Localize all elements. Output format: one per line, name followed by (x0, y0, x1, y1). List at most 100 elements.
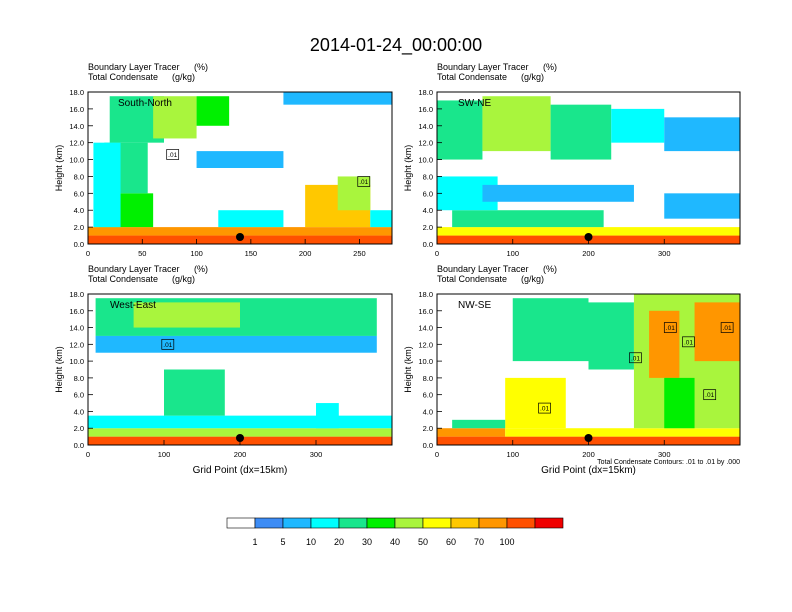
colorbar-swatch (450, 517, 480, 529)
y-tick-label: 10.0 (418, 156, 433, 165)
x-tick-label: 0 (86, 249, 90, 258)
panel-title-line2: Total Condensate (437, 72, 507, 82)
colorbar-label: 20 (334, 537, 344, 547)
colorbar-swatch (338, 517, 368, 529)
x-tick-label: 300 (658, 450, 671, 459)
y-tick-label: 4.0 (74, 206, 84, 215)
y-tick-label: 14.0 (69, 122, 84, 131)
colorbar-label: 40 (390, 537, 400, 547)
location-marker (236, 434, 244, 442)
y-tick-label: 16.0 (69, 105, 84, 114)
y-tick-label: 0.0 (423, 240, 433, 249)
y-tick-label: 10.0 (69, 357, 84, 366)
panel-title-line2: Total Condensate (437, 274, 507, 284)
y-axis-label: Height (km) (54, 346, 64, 393)
tracer-cell (153, 96, 197, 139)
tracer-cell (550, 104, 612, 160)
colorbar: 1 5 10 20 30 40 50 60 70 100 (226, 517, 564, 547)
panel-title-line2-unit: (g/kg) (172, 72, 195, 82)
y-tick-label: 6.0 (423, 189, 433, 198)
colorbar-swatch (282, 517, 312, 529)
colorbar-swatch (506, 517, 536, 529)
x-axis-label: Grid Point (dx=15km) (541, 465, 636, 476)
y-tick-label: 8.0 (74, 172, 84, 181)
panel-field (437, 96, 740, 244)
tracer-cell (283, 92, 392, 105)
x-tick-label: 200 (582, 450, 595, 459)
contour-label-box (663, 322, 677, 333)
tracer-cell (337, 176, 371, 211)
contour-label-box (703, 389, 717, 401)
panel-title-line1-unit: (%) (543, 264, 557, 274)
colorbar-label: 10 (306, 537, 316, 547)
tracer-cell (196, 96, 230, 126)
y-tick-label: 8.0 (423, 374, 433, 383)
x-tick-label: 100 (158, 450, 171, 459)
y-tick-label: 6.0 (423, 391, 433, 400)
colorbar-label: 5 (280, 537, 285, 547)
y-tick-label: 0.0 (423, 441, 433, 450)
x-tick-label: 50 (138, 249, 146, 258)
contour-label: .01 (631, 355, 640, 362)
panel-title-line2-unit: (g/kg) (172, 274, 195, 284)
panel-title-line1: Boundary Layer Tracer (437, 62, 529, 72)
panel-title-line1-unit: (%) (194, 62, 208, 72)
contour-label: .01 (666, 325, 675, 332)
tracer-cell (588, 302, 634, 370)
y-tick-label: 12.0 (418, 139, 433, 148)
panel-title-line1: Boundary Layer Tracer (88, 264, 180, 274)
panel-title-line1: Boundary Layer Tracer (88, 62, 180, 72)
panel-title-line1-unit: (%) (543, 62, 557, 72)
tracer-cell (437, 227, 740, 236)
panel-direction-label: SW-NE (458, 98, 491, 109)
panel-direction-label: South-North (118, 98, 172, 109)
y-tick-label: 0.0 (74, 441, 84, 450)
y-axis-label: Height (km) (54, 145, 64, 192)
y-axis-label: Height (km) (403, 145, 413, 192)
y-tick-label: 10.0 (69, 156, 84, 165)
y-tick-label: 2.0 (423, 223, 433, 232)
y-tick-label: 2.0 (74, 223, 84, 232)
colorbar-swatch (478, 517, 508, 529)
x-tick-label: 100 (506, 450, 519, 459)
contour-footnote: Total Condensate Contours: .01 to .01 by… (597, 459, 740, 466)
y-tick-label: 2.0 (423, 424, 433, 433)
y-tick-label: 10.0 (418, 357, 433, 366)
y-axis-label: Height (km) (403, 346, 413, 393)
y-tick-label: 12.0 (69, 340, 84, 349)
panel-direction-label: West-East (110, 300, 156, 311)
y-tick-label: 16.0 (418, 105, 433, 114)
tracer-cell (88, 428, 392, 437)
panel-title-line2: Total Condensate (88, 274, 158, 284)
x-tick-label: 0 (435, 450, 439, 459)
x-axis-label: Grid Point (dx=15km) (193, 465, 288, 476)
contour-label-box (629, 352, 642, 364)
panel-title-line2: Total Condensate (88, 72, 158, 82)
y-tick-label: 18.0 (418, 88, 433, 97)
tracer-cell (164, 369, 225, 416)
tracer-cell (482, 184, 634, 202)
tracer-cell (437, 100, 483, 160)
tracer-cell (316, 403, 339, 429)
figure-title: 2014-01-24_00:00:00 (310, 35, 482, 56)
y-tick-label: 4.0 (423, 407, 433, 416)
panel-title-line2-unit: (g/kg) (521, 72, 544, 82)
panel-title-line1-unit: (%) (194, 264, 208, 274)
y-tick-label: 6.0 (74, 189, 84, 198)
contour-label-box (357, 176, 371, 187)
colorbar-label: 70 (474, 537, 484, 547)
colorbar-label: 100 (499, 537, 514, 547)
y-tick-label: 2.0 (74, 424, 84, 433)
contour-label: .01 (168, 152, 177, 159)
y-tick-label: 18.0 (69, 290, 84, 299)
panel-3: Boundary Layer Tracer (%) Total Condensate… (54, 264, 393, 476)
tracer-cell (218, 210, 284, 228)
tracer-cell (664, 377, 695, 429)
tracer-cell (611, 108, 665, 143)
x-tick-label: 0 (435, 249, 439, 258)
tracer-cell (95, 335, 377, 353)
colorbar-swatch (310, 517, 340, 529)
panel-field (437, 294, 740, 445)
x-tick-label: 150 (245, 249, 258, 258)
